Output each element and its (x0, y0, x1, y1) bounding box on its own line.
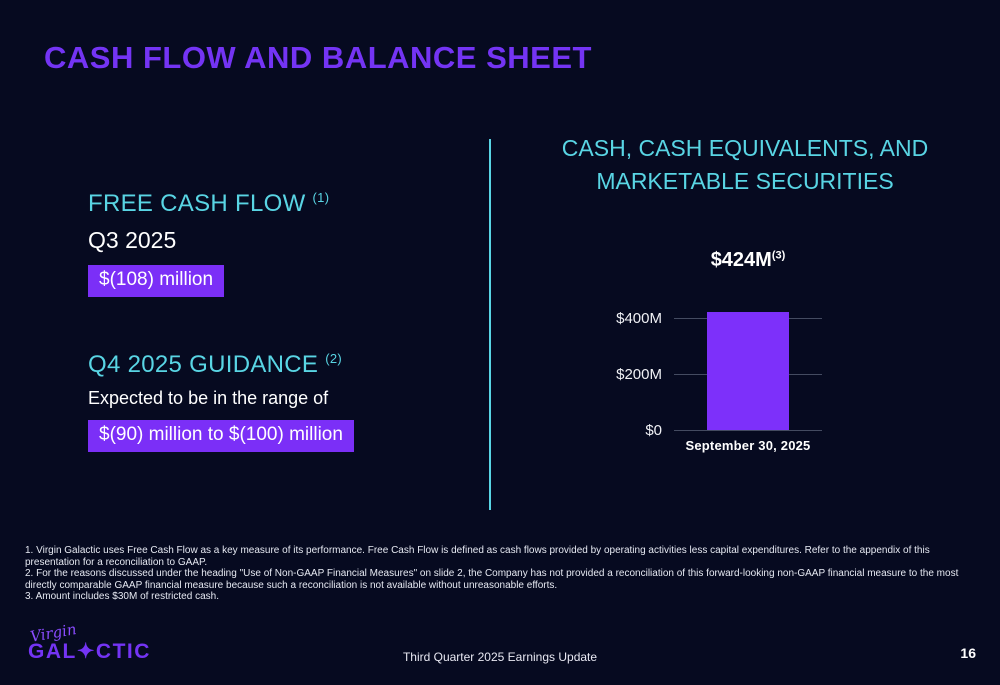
chart-heading: CASH, CASH EQUIVALENTS, AND MARKETABLE S… (505, 132, 985, 198)
galactic-wordmark: GAL✦CTIC (28, 640, 151, 663)
footnote-1: 1. Virgin Galactic uses Free Cash Flow a… (25, 545, 930, 568)
cash-flow-section: FREE CASH FLOW (1) Q3 2025 $(108) millio… (88, 190, 483, 452)
vertical-divider (489, 139, 491, 510)
footnote-2: 2. For the reasons discussed under the h… (25, 568, 959, 591)
fcf-value-highlight: $(108) million (88, 265, 225, 297)
guidance-value-highlight: $(90) million to $(100) million (88, 420, 354, 452)
footnote-ref-3: (3) (771, 249, 786, 262)
free-cash-flow-heading: FREE CASH FLOW (1) (88, 190, 483, 218)
y-tick-label-0: $0 (645, 421, 662, 439)
fcf-period: Q3 2025 (88, 227, 177, 253)
footnotes: 1. Virgin Galactic uses Free Cash Flow a… (25, 545, 975, 603)
virgin-galactic-logo: Virgin GAL✦CTIC (28, 620, 151, 664)
footer-caption: Third Quarter 2025 Earnings Update (402, 650, 598, 664)
free-cash-flow-heading-text: FREE CASH FLOW (88, 190, 306, 217)
y-tick-label-400: $400M (616, 309, 662, 327)
slide-title: CASH FLOW AND BALANCE SHEET (44, 40, 592, 75)
page-number: 16 (960, 645, 976, 661)
guidance-heading: Q4 2025 GUIDANCE (2) (88, 351, 483, 379)
guidance-heading-text: Q4 2025 GUIDANCE (88, 351, 319, 378)
footnote-3: 3. Amount includes $30M of restricted ca… (25, 591, 219, 603)
guidance-section: Q4 2025 GUIDANCE (2) Expected to be in t… (88, 351, 483, 452)
fcf-value-row: $(108) million (88, 254, 483, 297)
y-tick-label-200: $200M (616, 365, 662, 383)
bar-chart: $424M(3) $400M $200M $0 September 30, 20… (600, 249, 822, 453)
gridline-row-0: $0 (600, 420, 822, 440)
guidance-value-row: $(90) million to $(100) million (88, 409, 483, 452)
bar-value-label: $424M(3) (674, 249, 822, 272)
footnote-ref-1: (1) (312, 190, 330, 205)
x-axis-label: September 30, 2025 (685, 438, 811, 453)
guidance-subtext: Expected to be in the range of (88, 388, 329, 408)
footnote-ref-2: (2) (325, 351, 342, 366)
chart-bar (707, 312, 789, 430)
bar-value-text: $424M (710, 249, 772, 271)
chart-heading-line2: MARKETABLE SECURITIES (596, 168, 894, 194)
chart-heading-line1: CASH, CASH EQUIVALENTS, AND (561, 135, 929, 161)
axis-baseline (674, 429, 822, 431)
